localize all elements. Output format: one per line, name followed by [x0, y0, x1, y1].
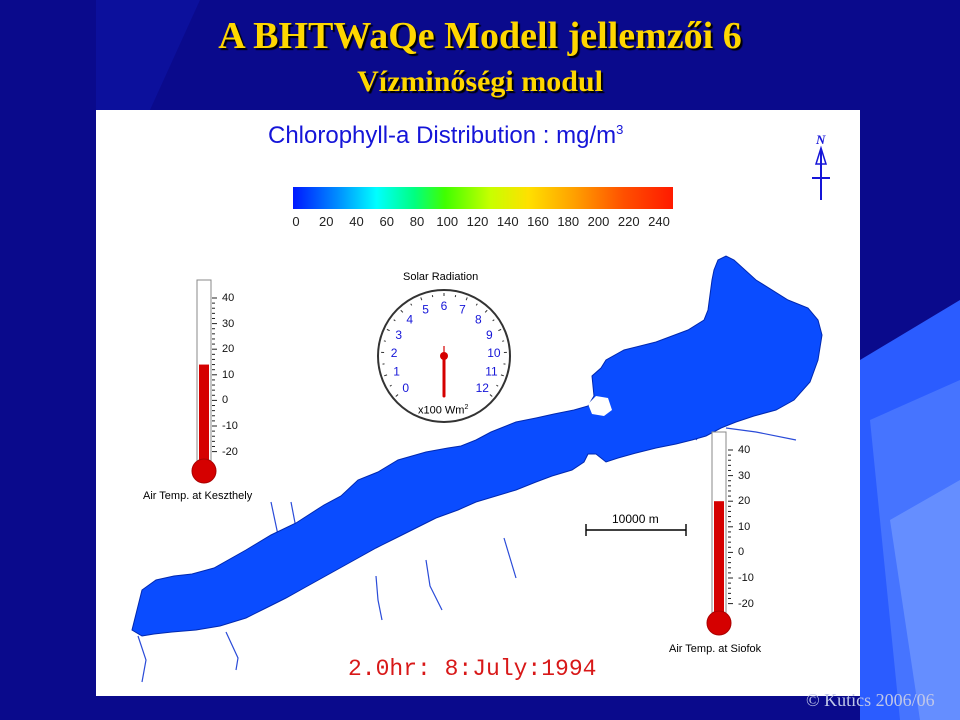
- thermometer-tick-label: 20: [738, 495, 751, 508]
- thermometer-tick-label: -10: [738, 572, 754, 584]
- thermometer-tick-label: 0: [222, 394, 229, 407]
- gauge-number: 2: [391, 346, 398, 360]
- gauge-ticks: [381, 293, 507, 397]
- slide-subtitle: Vízminőségi modul: [357, 65, 603, 98]
- colorbar-tick-label: 160: [527, 214, 549, 229]
- gauge-number: 8: [475, 313, 482, 327]
- gauge-tick: [465, 297, 468, 301]
- colorbar-tick-label: 140: [496, 214, 519, 229]
- figure-title-text: Chlorophyll-a Distribution : mg/m: [268, 122, 617, 149]
- scale-bar: [585, 524, 687, 536]
- gauge-tick: [484, 309, 488, 313]
- colorbar-tick-label: 100: [436, 214, 459, 229]
- thermometer-tick-label: 40: [738, 444, 751, 456]
- gauge-tick: [393, 319, 396, 322]
- gauge-tick: [386, 328, 390, 332]
- gauge-tick: [489, 394, 493, 397]
- thermometer-tick-label: 20: [222, 343, 235, 356]
- gauge-tick: [395, 394, 399, 397]
- color-scale-labels: 0 20 40 60 80 100 120 140 160 180 200 220 240: [96, 214, 860, 232]
- solar-unit-text: x100 Wm: [418, 404, 465, 417]
- gauge-number: 12: [476, 381, 490, 395]
- gauge-tick: [410, 303, 413, 306]
- gauge-tick: [420, 297, 423, 301]
- gauge-number: 5: [422, 303, 429, 317]
- thermometer-tick-label: 0: [738, 546, 745, 559]
- scale-bar-label: 10000 m: [612, 512, 659, 526]
- thermometer-keszthely-label: Air Temp. at Keszthely: [143, 490, 253, 502]
- thermometer-tick-label: 30: [222, 317, 235, 330]
- thermometer-tick-label: 10: [222, 368, 235, 381]
- colorbar-tick-label: 20: [319, 214, 334, 229]
- gauge-number: 3: [395, 328, 402, 342]
- gauge-tick: [500, 374, 504, 377]
- thermometer-tick-label: 30: [738, 469, 751, 482]
- mercury-column-right: [714, 501, 724, 620]
- tihany-peninsula: [588, 396, 612, 416]
- figure-title: Chlorophyll-a Distribution : mg/m3: [268, 122, 623, 150]
- gauge-number: 10: [487, 346, 501, 360]
- simulation-timestamp: 2.0hr: 8:July:1994: [348, 656, 597, 682]
- gauge-number: 11: [485, 365, 498, 379]
- gauge-number: 0: [402, 381, 409, 395]
- gauge-tick: [496, 384, 499, 387]
- thermometer-tick-label: -10: [222, 420, 238, 432]
- thermometer-siofok: [706, 431, 733, 636]
- north-label: N: [816, 132, 826, 147]
- thermometer-tick-label: -20: [738, 597, 754, 610]
- figure-title-sup: 3: [616, 122, 624, 137]
- gauge-number: 9: [486, 328, 493, 342]
- thermometer-tick-label: -20: [222, 445, 238, 458]
- gauge-number: 4: [406, 313, 413, 327]
- thermometer-ticks-left: [212, 297, 217, 453]
- thermometer-keszthely: [191, 279, 217, 484]
- gauge-tick: [475, 303, 478, 306]
- slide-title: A BHTWaQe Modell jellemzői 6: [218, 15, 742, 57]
- north-arrow-icon: [812, 145, 830, 200]
- thermometer-siofok-label: Air Temp. at Siofok: [669, 643, 762, 655]
- gauge-hub: [440, 352, 448, 360]
- chlorophyll-figure: Chlorophyll-a Distribution : mg/m3 0 20 40…: [96, 110, 860, 696]
- thermometer-tick-label: 40: [222, 292, 235, 304]
- gauge-tick: [384, 374, 388, 377]
- colorbar-tick-label: 0: [292, 214, 300, 229]
- thermometer-ticks-right: [728, 449, 733, 605]
- gauge-number: 7: [459, 303, 466, 317]
- copyright-notice: © Kutics 2006/06: [806, 690, 935, 710]
- colorbar-tick-label: 200: [587, 214, 610, 229]
- solar-radiation-title: Solar Radiation: [403, 271, 479, 283]
- gauge-tick: [498, 328, 502, 332]
- mercury-column-left: [199, 364, 209, 466]
- thermometer-tick-label: 10: [738, 520, 751, 533]
- gauge-tick: [492, 319, 495, 322]
- gauge-tick: [389, 384, 392, 387]
- solar-unit-label: x100 Wm2: [418, 404, 468, 417]
- colorbar-tick-label: 40: [349, 214, 364, 229]
- colorbar-tick-label: 240: [648, 214, 670, 229]
- colorbar-tick-label: 120: [466, 214, 489, 229]
- colorbar-tick-label: 220: [617, 214, 640, 229]
- colorbar-tick-label: 60: [379, 214, 394, 229]
- gauge-number: 1: [393, 365, 400, 379]
- gauge-number: 6: [441, 299, 448, 313]
- solar-unit-sup: 2: [464, 404, 469, 411]
- color-scale-bar: [293, 187, 673, 209]
- colorbar-tick-label: 80: [409, 214, 425, 229]
- lake-balaton-shape: [131, 255, 823, 637]
- colorbar-tick-label: 180: [557, 214, 580, 229]
- gauge-tick: [400, 309, 404, 313]
